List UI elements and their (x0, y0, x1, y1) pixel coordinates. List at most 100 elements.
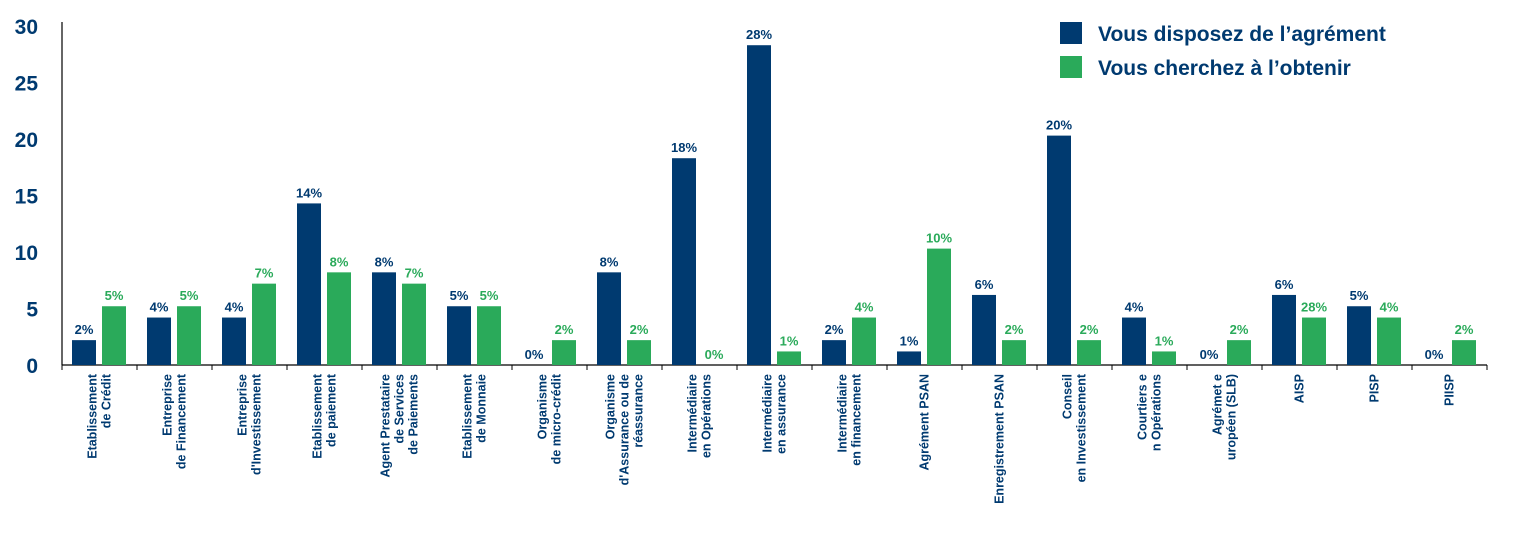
category-label: Entreprise d'Investissement (236, 373, 264, 475)
category-label-line: Enregistrement PSAN (993, 374, 1007, 504)
category-label-line: Agrémet e (1211, 374, 1225, 435)
bar-agrement (72, 340, 96, 365)
data-label: 2% (555, 322, 574, 337)
bar-obtenir (1302, 317, 1326, 365)
category-label: Etablissement de Monnaie (461, 373, 489, 459)
category-label-line: en assurance (775, 374, 789, 454)
category-label-line: Agrément PSAN (918, 374, 932, 471)
category-label: Enregistrement PSAN (993, 374, 1007, 504)
data-label: 1% (1155, 333, 1174, 348)
category-label-line: Intermédiaire (836, 374, 850, 453)
category-label-line: de Monnaie (475, 374, 489, 443)
data-label: 20% (1046, 118, 1072, 133)
category-label-line: Organisme (604, 374, 618, 439)
bar-obtenir (177, 306, 201, 365)
bar-obtenir (1377, 317, 1401, 365)
data-label: 7% (255, 266, 274, 281)
data-label: 2% (1455, 322, 1474, 337)
y-axis: 0 5 10 15 20 25 30 (15, 16, 63, 378)
category-label-line: réassurance (632, 374, 646, 448)
bar-agrement (372, 272, 396, 365)
category-label: PIISP (1443, 374, 1457, 406)
category-label-line: de micro-crédit (550, 373, 564, 464)
category-label-line: en Opérations (700, 374, 714, 458)
category-label-line: Entreprise (236, 374, 250, 436)
bar-agrement (1047, 135, 1071, 365)
bar-agrement (747, 45, 771, 366)
data-label: 4% (855, 300, 874, 315)
bar-obtenir (1002, 340, 1026, 365)
data-label: 0% (1425, 347, 1444, 362)
bar-obtenir (327, 272, 351, 365)
bars (72, 45, 1476, 366)
category-label: Agrément PSAN (918, 374, 932, 471)
category-label-line: Intermédiaire (761, 374, 775, 453)
category-label: Etablissement de Crédit (86, 373, 114, 459)
y-tick-label: 0 (26, 355, 38, 378)
category-label: Intermédiaire en Opérations (686, 374, 714, 458)
y-tick-label: 5 (26, 299, 38, 322)
bar-obtenir (552, 340, 576, 365)
y-tick-label: 20 (15, 129, 38, 152)
category-label-line: d'Investissement (250, 373, 264, 475)
data-label: 1% (780, 333, 799, 348)
data-label: 0% (525, 347, 544, 362)
bar-agrement (897, 351, 921, 365)
data-labels: 2% 5% 4% 5% 4% 7% 14% 8% 8% 7% 5% 5% 0% 2% 8% 2% 18% 0% 28… (75, 27, 1474, 362)
data-label: 8% (375, 254, 394, 269)
bar-agrement (447, 306, 471, 365)
bar-agrement (672, 158, 696, 365)
bar-obtenir (777, 351, 801, 365)
bar-obtenir (627, 340, 651, 365)
category-label-line: Etablissement (86, 373, 100, 459)
category-label-line: de paiement (325, 373, 339, 447)
bar-obtenir (1152, 351, 1176, 365)
bar-obtenir (252, 283, 276, 365)
category-label: Conseil en Investissement (1061, 373, 1089, 482)
bar-agrement (1272, 294, 1296, 365)
category-label-line: Organisme (536, 374, 550, 439)
category-label: Etablissement de paiement (311, 373, 339, 459)
bar-agrement (222, 317, 246, 365)
category-label-line: d'Assurance ou de (618, 374, 632, 485)
data-label: 10% (926, 231, 952, 246)
category-label: Entreprise de Financement (161, 373, 189, 469)
category-label: Organisme d'Assurance ou de réassurance (604, 374, 646, 485)
y-tick-label: 10 (15, 242, 38, 265)
bar-agrement (147, 317, 171, 365)
data-label: 6% (975, 277, 994, 292)
data-label: 7% (405, 266, 424, 281)
category-label-line: AISP (1293, 374, 1307, 403)
y-tick-label: 15 (15, 186, 39, 209)
data-label: 2% (825, 322, 844, 337)
bar-obtenir (927, 248, 951, 365)
bar-agrement (972, 294, 996, 365)
category-label-line: en financement (850, 373, 864, 466)
data-label: 6% (1275, 277, 1294, 292)
data-label: 4% (150, 300, 169, 315)
category-label-line: de Crédit (100, 373, 114, 428)
bar-obtenir (402, 283, 426, 365)
data-label: 8% (600, 254, 619, 269)
data-label: 2% (630, 322, 649, 337)
bar-obtenir (1227, 340, 1251, 365)
category-label-line: PISP (1368, 374, 1382, 403)
bar-agrement (297, 203, 321, 365)
bar-obtenir (477, 306, 501, 365)
x-axis (61, 364, 1488, 370)
category-label-line: Agent Prestataire (379, 374, 393, 478)
bar-obtenir (1452, 340, 1476, 365)
category-label: PISP (1368, 374, 1382, 403)
data-label: 5% (480, 288, 499, 303)
y-tick-label: 30 (15, 16, 38, 39)
bar-agrement (1122, 317, 1146, 365)
data-label: 4% (225, 300, 244, 315)
data-label: 5% (105, 288, 124, 303)
category-label-line: de Financement (175, 373, 189, 469)
legend-label: Vous cherchez à l’obtenir (1098, 57, 1351, 80)
category-label-line: Etablissement (461, 373, 475, 459)
category-labels: Etablissement de Crédit Entreprise de Finan… (86, 373, 1457, 504)
bar-agrement (822, 340, 846, 365)
bar-obtenir (852, 317, 876, 365)
